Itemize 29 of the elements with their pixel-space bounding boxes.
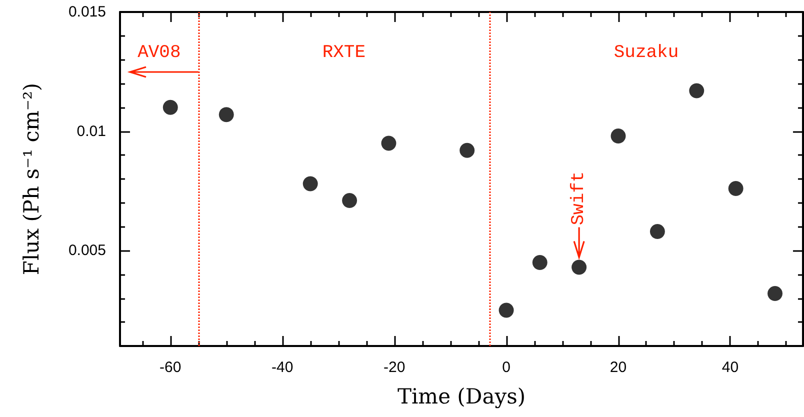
x-tick-label: 20 [610, 359, 627, 376]
y-tick-label: 0.005 [68, 242, 106, 260]
annotation: Swift [569, 171, 590, 226]
point [650, 224, 665, 239]
point [532, 255, 548, 270]
x-tick-label: 0 [502, 359, 510, 376]
x-tick-label: -40 [272, 359, 294, 376]
x-axis-title: Time (Days) [397, 384, 526, 408]
annotation: AV08 [138, 43, 181, 63]
point [572, 260, 587, 275]
point [381, 136, 396, 151]
point [342, 192, 358, 208]
annotation: RXTE [322, 43, 366, 63]
point [162, 100, 178, 115]
point [498, 302, 514, 318]
y-tick-label: 0.01 [76, 122, 106, 140]
annotation: Suzaku [614, 43, 679, 63]
point [218, 107, 234, 122]
point [689, 83, 704, 98]
x-tick-label: -60 [160, 359, 182, 376]
x-tick-label: 40 [722, 359, 739, 376]
y-tick-label: 0.015 [68, 4, 106, 20]
point [768, 286, 783, 302]
x-tick-label: -20 [383, 359, 406, 376]
point [460, 142, 475, 158]
point [728, 181, 744, 196]
point [610, 128, 626, 144]
point [302, 176, 318, 192]
y-axis-title: Flux (Ph s⁻¹ cm⁻²) [20, 82, 44, 276]
